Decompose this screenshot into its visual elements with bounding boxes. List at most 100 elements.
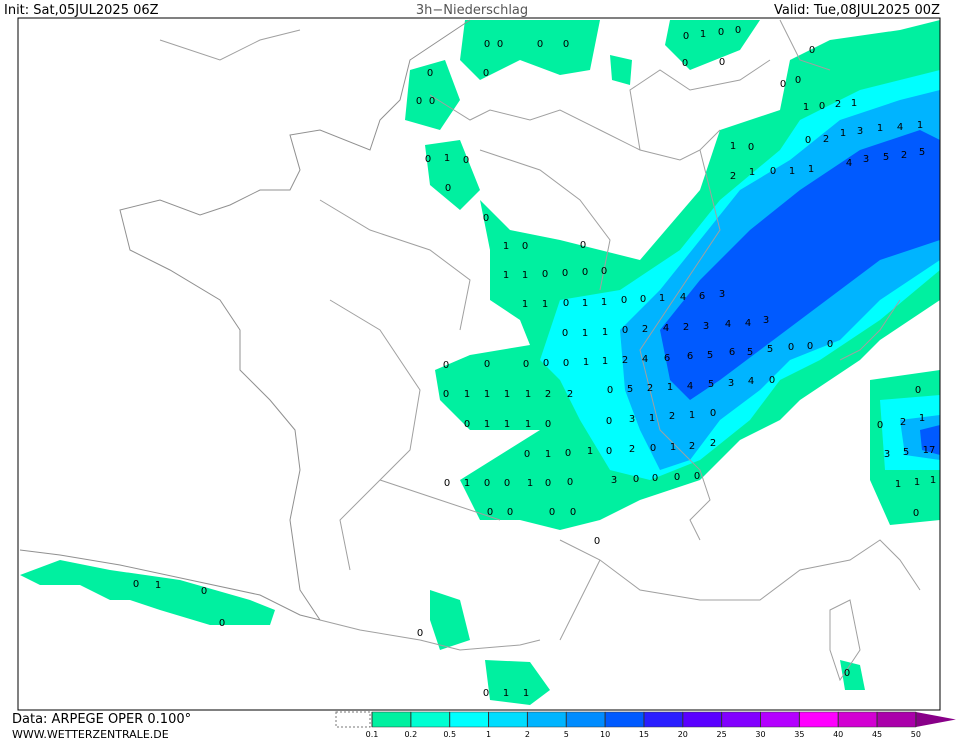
legend-level: 30: [755, 730, 765, 739]
precip-value: 0: [769, 375, 775, 386]
precip-value: 0: [429, 96, 435, 107]
precip-value: 0: [601, 266, 607, 277]
precip-value: 5: [627, 384, 633, 395]
precip-value: 1: [659, 293, 665, 304]
precip-value: 0: [770, 166, 776, 177]
valid-time: Valid: Tue,08JUL2025 00Z: [774, 3, 940, 18]
precip-value: 0: [563, 298, 569, 309]
precip-value: 0: [788, 342, 794, 353]
precip-value: 0: [622, 325, 628, 336]
precip-value: 1: [667, 382, 673, 393]
precip-value: 3: [728, 378, 734, 389]
precip-value: 0: [570, 507, 576, 518]
precip-value: 2: [647, 383, 653, 394]
borders: [19, 19, 921, 682]
precip-value: 1: [582, 328, 588, 339]
precip-value: 6: [664, 353, 670, 364]
precip-value: 5: [919, 147, 925, 158]
precip-value: 2: [642, 324, 648, 335]
precip-value: 4: [642, 354, 648, 365]
precip-value: 1: [484, 419, 490, 430]
legend-level: 25: [717, 730, 727, 739]
precip-value: 1: [840, 128, 846, 139]
precip-value: 3: [857, 126, 863, 137]
precip-value: 2: [900, 417, 906, 428]
precip-value: 1: [525, 389, 531, 400]
precip-value: 1: [587, 446, 593, 457]
precip-value: 0: [443, 360, 449, 371]
precip-value: 0: [443, 389, 449, 400]
precip-value: 1: [523, 688, 529, 699]
precip-value: 0: [545, 419, 551, 430]
legend-swatch: [876, 711, 917, 728]
precip-value: 0: [504, 478, 510, 489]
precip-value: 3: [629, 414, 635, 425]
precip-value: 1: [522, 299, 528, 310]
precip-value: 1: [504, 419, 510, 430]
precip-value: 4: [897, 122, 903, 133]
precip-value: 0: [621, 295, 627, 306]
precip-value: 2: [622, 355, 628, 366]
precip-value: 0: [425, 154, 431, 165]
precip-value: 0: [915, 385, 921, 396]
precip-value: 0: [594, 536, 600, 547]
precip-value: 0: [748, 142, 754, 153]
precip-value: 1: [700, 29, 706, 40]
precip-value: 0: [563, 358, 569, 369]
legend: 0.1 0.2 0.5 1 2 5 10 15 20 25 30 35 40 45 50: [366, 711, 956, 739]
precip-value: 0: [484, 39, 490, 50]
precip-value: 1: [877, 123, 883, 134]
precip-value: 3: [863, 154, 869, 165]
legend-level: 50: [911, 730, 921, 739]
precip-value: 1: [730, 141, 736, 152]
precip-value: 0: [463, 155, 469, 166]
precip-value: 1: [789, 166, 795, 177]
website: WWW.WETTERZENTRALE.DE: [12, 728, 169, 741]
precip-value: 2: [901, 150, 907, 161]
precip-value: 0: [640, 294, 646, 305]
precip-value: 0: [805, 135, 811, 146]
precip-value: 0: [795, 75, 801, 86]
precip-value: 0: [913, 508, 919, 519]
precip-value: 1: [464, 389, 470, 400]
precip-value: 0: [545, 478, 551, 489]
legend-below-min: [335, 711, 371, 728]
precip-value: 2: [629, 444, 635, 455]
precip-value: 0: [780, 79, 786, 90]
precip-value: 0: [445, 183, 451, 194]
precip-value: 1: [602, 327, 608, 338]
precip-value: 0: [487, 507, 493, 518]
precip-value: 1: [582, 298, 588, 309]
precip-value: 1: [851, 98, 857, 109]
precip-value: 6: [687, 351, 693, 362]
precip-value: 1: [670, 442, 676, 453]
legend-swatch: [604, 711, 645, 728]
legend-level: 0.2: [404, 730, 417, 739]
precip-value: 2: [835, 99, 841, 110]
precip-value: 4: [846, 158, 852, 169]
precip-value: 0: [650, 443, 656, 454]
precip-value: 5: [707, 350, 713, 361]
precip-value: 6: [699, 291, 705, 302]
precip-value: 0: [523, 359, 529, 370]
precip-value: 5: [903, 447, 909, 458]
precip-value: 2: [567, 389, 573, 400]
precip-value: 0: [483, 68, 489, 79]
legend-swatch: [371, 711, 412, 728]
precip-value: 2: [823, 134, 829, 145]
precip-value: 0: [524, 449, 530, 460]
precip-value: 1: [749, 167, 755, 178]
precip-value: 0: [807, 341, 813, 352]
precip-value: 0: [543, 358, 549, 369]
precip-value: 1: [808, 164, 814, 175]
precip-value: 5: [747, 347, 753, 358]
legend-swatch: [410, 711, 450, 728]
precip-value: 0: [827, 339, 833, 350]
precip-value: 0: [483, 688, 489, 699]
precip-value: 0: [563, 39, 569, 50]
precip-value: 0: [683, 31, 689, 42]
precip-value: 1: [542, 299, 548, 310]
precip-value: 1: [527, 478, 533, 489]
legend-swatch: [527, 711, 567, 728]
precip-value: 2: [689, 441, 695, 452]
